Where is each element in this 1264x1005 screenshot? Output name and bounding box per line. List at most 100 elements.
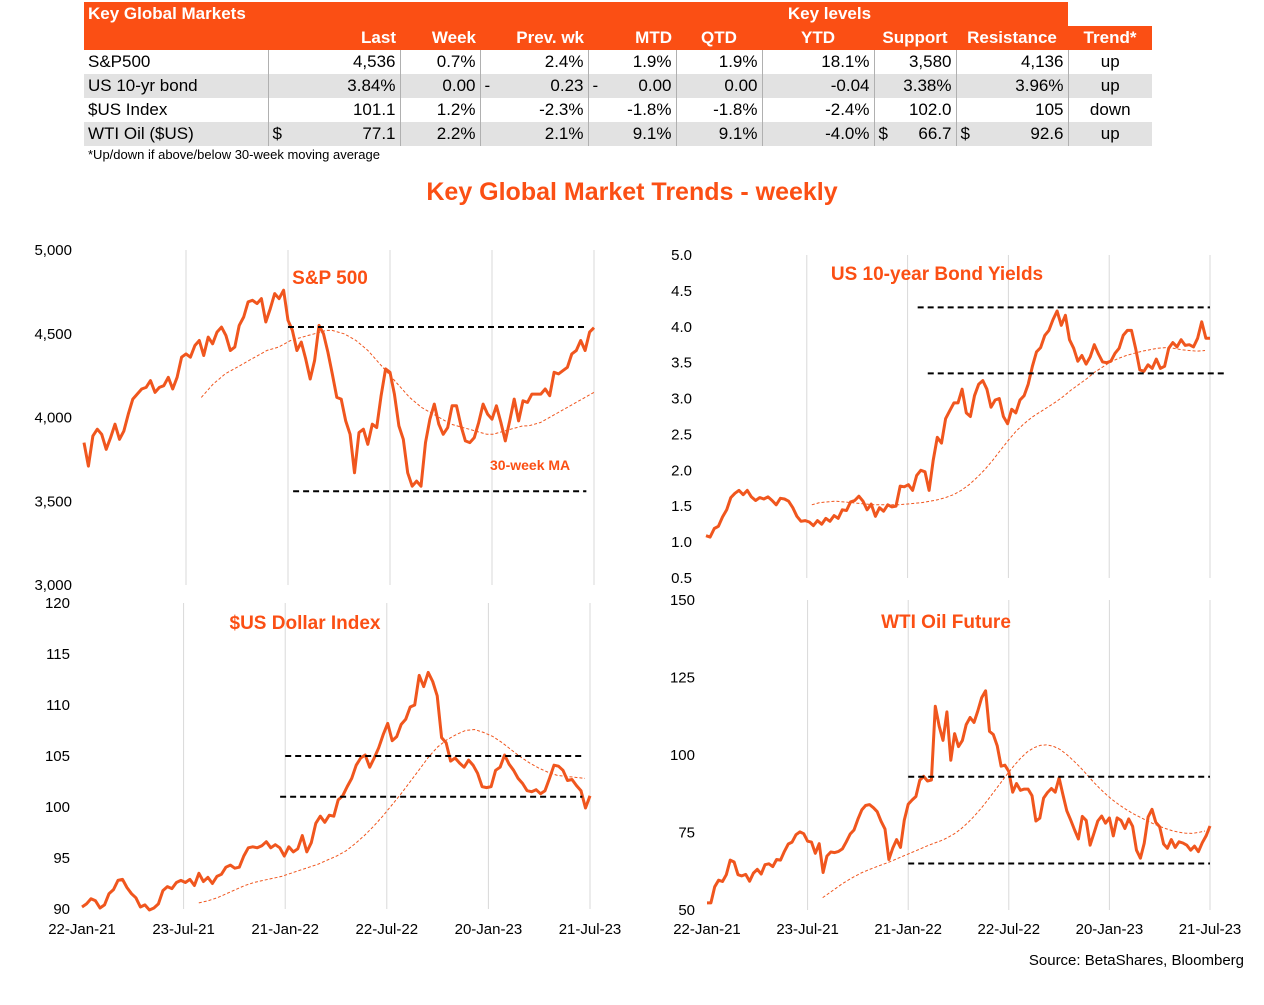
y-tick-label: 0.5 [671,570,692,587]
cell-ytd: -2.4% [761,98,874,122]
x-tick-label: 21-Jan-22 [251,921,319,938]
chart-panel-3: 22-Jan-21 23-Jul-21 21-Jan-22 22-Jul-22 20-J… [45,595,621,938]
row-name: WTI Oil ($US) [84,122,268,146]
x-tick-label: 21-Jul-23 [1179,921,1242,938]
cell-ytd: -0.04 [761,74,874,98]
header-last: Last [268,26,400,50]
price-series-line [705,309,1210,539]
cell-resistance: 3.96% [982,74,1068,98]
cell-qtd: 9.1% [675,122,762,146]
y-tick-label: 3.5 [671,355,692,372]
header-week: Week [400,26,480,50]
cell-support: 66.7 [893,122,956,146]
y-tick-label: 5.0 [671,247,692,264]
chart-panel-1: 3,000 3,500 4,000 4,500 5,000 S&P 500 30-week … [34,242,596,594]
cell-resistance: 4,136 [1020,52,1064,71]
header-ytd: YTD [762,26,874,50]
cell-support: 102.0 [908,100,952,119]
table-row: $US Index 101.1 1.2% -2.3% -1.8% -1.8% -… [84,98,1152,122]
x-tick-label: 22-Jan-21 [673,921,741,938]
chart-title: WTI Oil Future [881,612,1011,633]
cell-prev: 2.4% [544,52,584,71]
cell-week: 0.7% [399,50,480,74]
chart-panel-2: 0.5 1.0 1.5 2.0 2.5 3.0 3.5 4.0 4.5 5.0 US 10-year… [671,247,1226,587]
cell-week: 2.2% [399,122,480,146]
cell-resistance: 92.6 [982,122,1068,146]
y-tick-label: 75 [678,825,695,842]
cell-mtd: -1.8% [627,100,672,119]
y-tick-label: 50 [678,902,695,919]
cell-qtd: 0.00 [675,74,762,98]
table-row: S&P500 4,536 0.7% 2.4% 1.9% 1.9% 18.1% 3… [84,50,1152,74]
row-name: $US Index [88,100,168,119]
y-tick-label: 5,000 [34,242,72,259]
row-name: US 10-yr bond [84,74,268,98]
chart-panel-4: 22-Jan-21 23-Jul-21 21-Jan-22 22-Jul-22 20-J… [670,592,1241,938]
cell-last: 4,536 [352,52,396,71]
chart-title: US 10-year Bond Yields [831,264,1043,285]
x-tick-label: 23-Jul-21 [152,921,215,938]
table-row: US 10-yr bond 3.84% 0.00 -0.23 -0.00 0.0… [84,74,1152,98]
table-row: WTI Oil ($US) $77.1 2.2% 2.1% 9.1% 9.1% … [84,122,1152,146]
header-resistance: Resistance [956,26,1068,50]
y-tick-label: 2.5 [671,426,692,443]
key-levels-label: Key levels [676,2,983,26]
cell-prev: -2.3% [539,100,584,119]
x-tick-label: 21-Jul-23 [559,921,622,938]
y-tick-label: 125 [670,670,695,687]
page-title: Key Global Market Trends - weekly [426,178,838,206]
y-tick-label: 1.5 [671,498,692,515]
header-support: Support [874,26,956,50]
x-tick-label: 21-Jan-22 [874,921,942,938]
cell-resistance: 105 [1035,100,1064,119]
y-tick-label: 110 [46,697,70,714]
moving-average-line [200,329,595,435]
y-tick-label: 4.0 [671,319,692,336]
chart-title: $US Dollar Index [230,613,381,634]
cell-trend: up [1067,50,1152,74]
cell-last: 77.1 [299,122,400,146]
cell-prev: 0.23 [502,74,588,98]
cell-week: 1.2% [399,98,480,122]
cell-support: 3.38% [893,74,956,98]
x-tick-label: 22-Jan-21 [48,921,116,938]
y-tick-label: 100 [45,799,70,816]
cell-ytd: -4.0% [761,122,874,146]
cell-ytd: 18.1% [761,50,874,74]
y-tick-label: 150 [670,592,695,609]
y-tick-label: 2.0 [671,462,692,479]
table-footnote: *Up/down if above/below 30-week moving a… [88,147,380,162]
y-tick-label: 95 [53,850,70,867]
key-markets-table: Key Global Markets Key levels Last Week … [84,2,1152,146]
moving-average-line [822,744,1206,899]
y-tick-label: 4,500 [34,326,72,343]
cell-mtd: 0.00 [606,74,676,98]
y-tick-label: 3.0 [671,391,692,408]
price-series-line [81,670,592,912]
x-tick-label: 20-Jan-23 [455,921,523,938]
y-tick-label: 105 [45,748,70,765]
y-tick-label: 3,500 [34,493,72,510]
table-title: Key Global Markets [84,2,676,26]
y-tick-label: 120 [45,595,70,612]
cell-qtd: 1.9% [675,50,762,74]
y-tick-label: 100 [670,747,695,764]
cell-qtd: -1.8% [675,98,762,122]
x-tick-label: 22-Jul-22 [356,921,419,938]
y-tick-label: 4.5 [671,283,692,300]
cell-support: 3,580 [908,52,952,71]
source-note: Source: BetaShares, Bloomberg [1028,952,1244,969]
price-series-line [707,689,1212,905]
y-tick-label: 1.0 [671,534,692,551]
cell-mtd: 9.1% [606,122,676,146]
moving-average-line [811,347,1206,506]
y-tick-label: 4,000 [34,410,72,427]
cell-last: 3.84% [299,74,400,98]
cell-trend: up [1067,74,1152,98]
cell-prev: 2.1% [502,122,588,146]
cell-trend: up [1067,122,1152,146]
y-tick-label: 90 [53,901,70,918]
cell-trend: down [1067,98,1152,122]
cell-week: 0.00 [399,74,480,98]
